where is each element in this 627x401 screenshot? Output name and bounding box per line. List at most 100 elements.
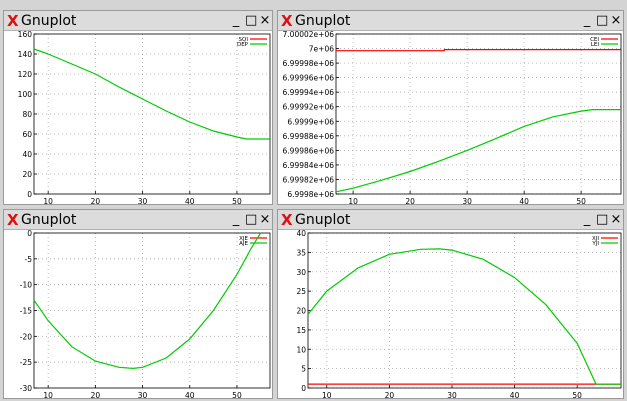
legend-label-lei: LEI xyxy=(591,42,600,48)
series-line-cei xyxy=(336,49,621,52)
minimize-button[interactable]: _ xyxy=(583,212,591,227)
gnuplot-window-1[interactable]: X Gnuplot _ □ × 0 20 40 60 80 100 120 140 160 10 2… xyxy=(3,10,273,205)
y-tick-label: 160 xyxy=(18,31,33,39)
x-tick-label: 50 xyxy=(232,197,242,205)
series-line-lei xyxy=(335,108,621,193)
title-bar[interactable]: X Gnuplot _ □ × xyxy=(278,210,623,230)
y-tick-label: -30 xyxy=(20,384,32,393)
y-tick-label: -20 xyxy=(20,332,32,341)
gnuplot-x-icon: X xyxy=(281,12,293,30)
minimize-button[interactable]: _ xyxy=(583,13,591,28)
x-tick-label: 40 xyxy=(185,197,195,205)
maximize-button[interactable]: □ xyxy=(596,13,609,28)
y-tick-label: 20 xyxy=(22,170,32,179)
gnuplot-window-3[interactable]: X Gnuplot _ □ × -30 -25 -20 -15 -10 -5 0 10 20 30… xyxy=(3,209,273,399)
x-tick-label: 50 xyxy=(576,197,586,205)
title-bar[interactable]: X Gnuplot _ □ × xyxy=(278,11,623,31)
x-tick-label: 30 xyxy=(462,197,472,205)
plot-frame xyxy=(33,33,271,195)
y-tick-label: 0 xyxy=(27,190,32,199)
close-button[interactable]: × xyxy=(610,13,622,28)
x-tick-label: 10 xyxy=(43,391,53,399)
maximize-button[interactable]: □ xyxy=(596,212,609,227)
y-tick-label: -5 xyxy=(25,255,33,264)
y-tick-label: 6.99986e+06 xyxy=(283,146,335,155)
y-tick-label: 10 xyxy=(296,345,306,354)
gnuplot-x-icon: X xyxy=(281,211,293,229)
gnuplot-x-icon: X xyxy=(7,12,19,30)
legend-label-xji: XJI xyxy=(592,236,599,242)
x-tick-label: 40 xyxy=(519,197,529,205)
y-tick-label: 6.99992e+06 xyxy=(283,103,335,112)
x-tick-label: 50 xyxy=(232,391,242,399)
gnuplot-window-2[interactable]: X Gnuplot _ □ × 6.9998e+06 6.99982e+06 6.9… xyxy=(277,10,624,205)
close-button[interactable]: × xyxy=(610,212,622,227)
legend-label-xje: XJE xyxy=(239,236,248,242)
x-tick-label: 10 xyxy=(348,197,358,205)
y-tick-label: 7.00002e+06 xyxy=(283,31,335,39)
gnuplot-x-icon: X xyxy=(7,211,19,229)
y-tick-label: 7e+06 xyxy=(309,45,334,54)
minimize-button[interactable]: _ xyxy=(232,212,240,227)
window-title: Gnuplot xyxy=(21,212,77,228)
y-tick-label: 80 xyxy=(22,110,32,119)
x-tick-label: 20 xyxy=(91,391,101,399)
y-tick-label: 0 xyxy=(27,230,32,238)
y-tick-label: 6.99984e+06 xyxy=(283,161,335,170)
y-tick-label: -25 xyxy=(20,358,32,367)
window-title: Gnuplot xyxy=(295,212,351,228)
x-tick-label: 10 xyxy=(322,391,332,399)
line-plot: 6.9998e+06 6.99982e+06 6.99984e+06 6.99986e… xyxy=(283,31,622,205)
maximize-button[interactable]: □ xyxy=(245,13,258,28)
gnuplot-window-4[interactable]: X Gnuplot _ □ × 0 5 10 15 20 25 30 35 40 10 20 30 40… xyxy=(277,209,624,399)
y-tick-label: 60 xyxy=(22,130,32,139)
legend-label-aje: AJE xyxy=(239,241,248,247)
x-tick-label: 20 xyxy=(91,197,101,205)
y-tick-label: -15 xyxy=(20,307,32,316)
y-tick-label: 35 xyxy=(296,248,306,257)
legend-label-yji: YJI xyxy=(591,241,599,247)
y-tick-label: 120 xyxy=(18,70,33,79)
x-tick-label: 30 xyxy=(447,391,457,399)
y-tick-label: 6.99998e+06 xyxy=(283,59,335,68)
x-tick-label: 20 xyxy=(385,391,395,399)
plot-frame xyxy=(33,232,271,389)
y-tick-label: 25 xyxy=(296,287,306,296)
y-tick-label: 6.99994e+06 xyxy=(283,88,335,97)
y-tick-label: -10 xyxy=(20,281,32,290)
minimize-button[interactable]: _ xyxy=(232,13,240,28)
legend-label-sqi: SQI xyxy=(239,37,249,43)
y-tick-label: 6.9998e+06 xyxy=(287,190,334,199)
series-line-aje xyxy=(33,232,262,370)
window-title: Gnuplot xyxy=(21,13,77,29)
y-tick-label: 6.99988e+06 xyxy=(283,132,335,141)
x-tick-label: 30 xyxy=(138,197,148,205)
close-button[interactable]: × xyxy=(259,13,271,28)
x-tick-label: 40 xyxy=(185,391,195,399)
y-tick-label: 40 xyxy=(296,230,306,238)
y-tick-label: 6.9999e+06 xyxy=(287,117,334,126)
y-tick-label: 0 xyxy=(301,384,306,393)
close-button[interactable]: × xyxy=(259,212,271,227)
plot-frame xyxy=(307,232,622,389)
y-tick-label: 20 xyxy=(296,307,306,316)
title-bar[interactable]: X Gnuplot _ □ × xyxy=(4,11,272,31)
y-tick-label: 5 xyxy=(301,365,306,374)
x-tick-label: 40 xyxy=(510,391,520,399)
y-tick-label: 6.99996e+06 xyxy=(283,74,335,83)
y-tick-label: 140 xyxy=(18,50,33,59)
x-tick-label: 10 xyxy=(43,197,53,205)
y-tick-label: 40 xyxy=(22,150,32,159)
x-tick-label: 20 xyxy=(405,197,415,205)
x-tick-label: 30 xyxy=(138,391,148,399)
window-title: Gnuplot xyxy=(295,13,351,29)
y-tick-label: 100 xyxy=(18,90,33,99)
legend-label-cei: CEI xyxy=(590,37,599,43)
title-bar[interactable]: X Gnuplot _ □ × xyxy=(4,210,272,230)
legend-label-dep: DEP xyxy=(237,42,249,48)
maximize-button[interactable]: □ xyxy=(245,212,258,227)
y-tick-label: 15 xyxy=(296,326,306,335)
